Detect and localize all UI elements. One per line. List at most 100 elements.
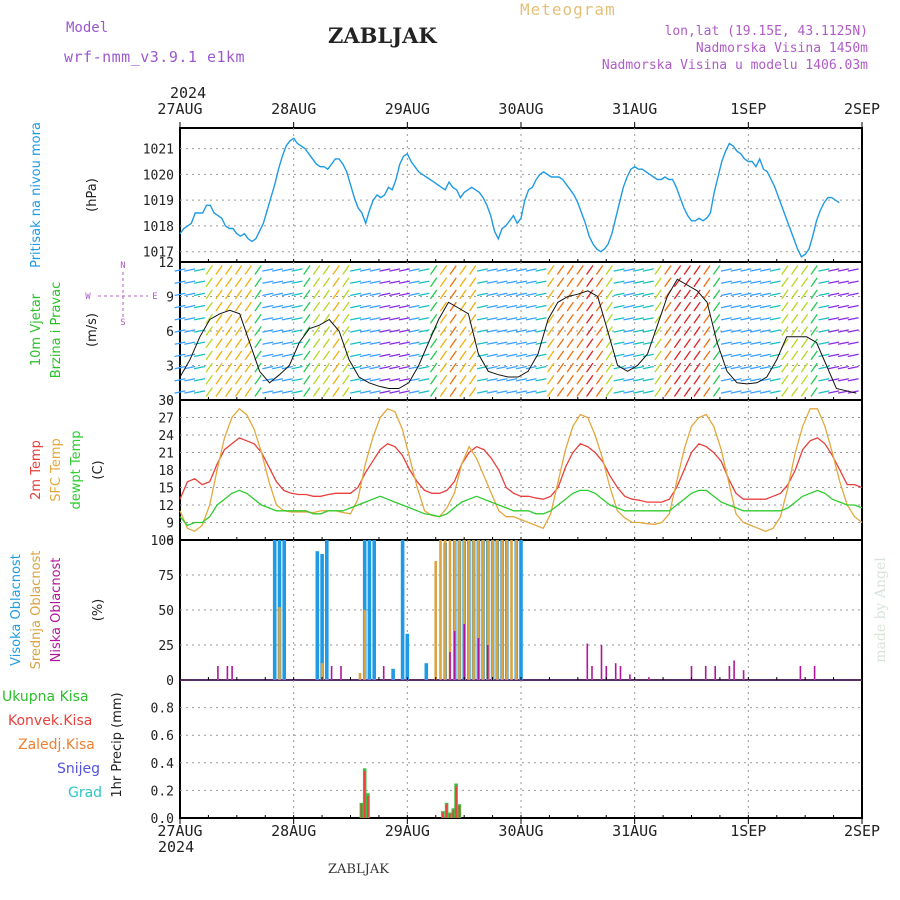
- legend-total-rain: Ukupna Kisa: [2, 689, 89, 705]
- wind-arrow: [398, 292, 410, 297]
- wind-arrow: [350, 378, 362, 382]
- wind-arrow: [486, 329, 498, 333]
- wind-arrow: [350, 292, 362, 297]
- wind-arrow: [342, 326, 350, 336]
- wind-arrow: [262, 378, 274, 382]
- wind-arrow: [449, 387, 457, 397]
- wind-arrow: [342, 350, 350, 361]
- wind-arrow: [486, 365, 498, 370]
- wind-arrow: [303, 387, 311, 397]
- wind-arrow: [379, 378, 391, 382]
- wind-arrow: [837, 268, 849, 272]
- wind-arrow: [847, 317, 859, 321]
- wind-arrow: [720, 341, 732, 345]
- wind-arrow: [664, 374, 672, 385]
- wind-arrow: [613, 365, 625, 370]
- cloud-high-bar: [367, 540, 372, 680]
- cloud-high-bar: [372, 540, 376, 680]
- wind-arrow: [515, 390, 528, 394]
- wind-arrow: [740, 304, 752, 309]
- wind-arrow: [740, 268, 752, 272]
- wind-arrow: [350, 365, 362, 370]
- wind-arrow: [486, 390, 498, 394]
- wind-arrow: [332, 301, 340, 312]
- cloud-low-bar: [704, 666, 707, 680]
- wind-arrow: [800, 326, 809, 336]
- wind-arrow: [712, 387, 721, 397]
- wind-arrow: [720, 329, 732, 333]
- wind-arrow: [720, 304, 732, 309]
- wind-arrow: [781, 289, 789, 300]
- wind-arrow: [486, 268, 498, 272]
- y-tick-label: 12: [158, 499, 174, 514]
- wind-arrow: [234, 289, 243, 300]
- wind-arrow: [193, 304, 206, 309]
- wind-arrow: [359, 390, 371, 394]
- wind-arrow: [303, 326, 311, 336]
- y-tick-label: 0: [166, 674, 174, 689]
- wind-arrow: [398, 390, 410, 394]
- wind-arrow: [712, 277, 721, 288]
- cloud-high-bar: [400, 540, 405, 680]
- wind-arrow: [418, 378, 430, 382]
- wind-arrow: [740, 378, 752, 382]
- wind-arrow: [429, 338, 438, 349]
- wind-arrow: [837, 329, 849, 333]
- cloud-mid-bar: [458, 540, 461, 680]
- wind-arrow: [673, 289, 682, 300]
- wind-arrow: [496, 390, 508, 394]
- wind-arrow: [476, 292, 488, 297]
- wind-arrow: [205, 289, 213, 300]
- cloud-mid-bar: [496, 540, 499, 680]
- wind-arrow: [547, 265, 555, 275]
- wind-arrow: [576, 350, 584, 361]
- wind-arrow: [303, 362, 311, 373]
- y-tick-label: 27: [158, 412, 174, 427]
- precip-conv-bar: [442, 812, 444, 818]
- meteogram-label: Meteogram: [520, 0, 616, 19]
- y-tick-label: 12: [158, 256, 174, 271]
- precip-conv-bar: [452, 809, 455, 818]
- wind-arrow: [418, 329, 430, 333]
- tsfc-axis-title: SFC Temp: [49, 438, 64, 502]
- wind-arrow: [184, 292, 196, 297]
- wind-arrow: [379, 304, 391, 309]
- wind-arrow: [303, 313, 311, 324]
- wind-arrow: [234, 374, 243, 385]
- x-tick-top: 1SEP: [730, 100, 766, 118]
- wind-arrow: [740, 292, 752, 297]
- x-tick-bottom: 31AUG: [612, 822, 657, 840]
- wind-arrow: [730, 280, 742, 284]
- wind-arrow: [828, 268, 840, 272]
- wind-arrow: [515, 378, 528, 382]
- wind-arrow: [205, 374, 213, 385]
- wind-arrow: [769, 390, 781, 394]
- wind-arrow: [389, 280, 401, 284]
- wind-arrow: [174, 268, 186, 272]
- y-tick-label: 50: [158, 604, 174, 619]
- wind-arrow: [418, 304, 430, 309]
- wind-arrow: [605, 277, 613, 288]
- wind-arrow: [244, 289, 252, 300]
- wind-arrow: [712, 374, 721, 385]
- wind-arrow: [623, 341, 635, 345]
- wind-arrow: [642, 268, 654, 272]
- wind-arrow: [174, 341, 186, 345]
- wind-arrow: [769, 268, 781, 272]
- wind-arrow: [418, 317, 430, 321]
- wind-arrow: [605, 350, 613, 361]
- cloud-low-bar: [231, 666, 233, 680]
- wind-arrow: [496, 341, 508, 345]
- wind-arrow: [586, 387, 594, 397]
- wind-arrow: [449, 277, 457, 288]
- wind-arrow: [576, 277, 584, 288]
- wind-arrow: [664, 265, 672, 275]
- t2m-axis-title: 2m Temp: [29, 440, 44, 500]
- wind-arrow: [486, 341, 498, 345]
- dewpt-line: [179, 489, 863, 527]
- wind-arrow: [379, 341, 391, 345]
- cloud-high-bar: [272, 540, 277, 680]
- wind-arrow: [350, 390, 362, 394]
- wind-arrow: [556, 313, 565, 324]
- wind-arrow: [750, 304, 762, 309]
